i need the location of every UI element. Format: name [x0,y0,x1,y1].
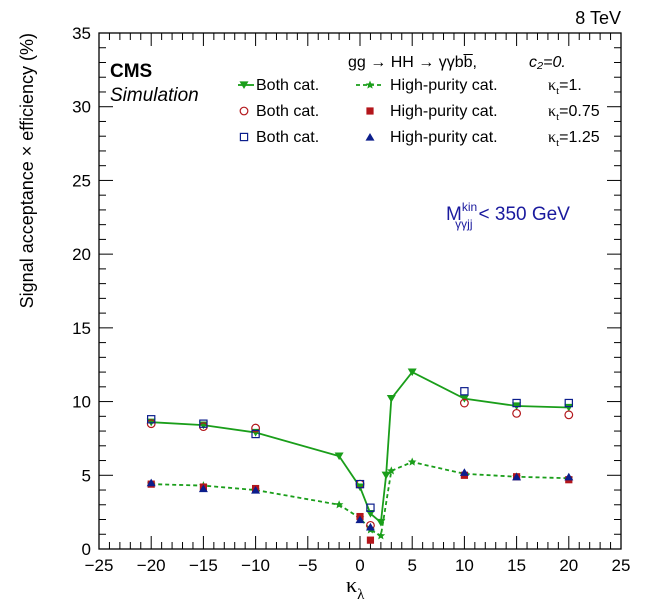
axis-ticks [98,32,622,550]
process-label: gg → HH → γγbb̅, [348,53,477,71]
data-point-4 [564,398,574,408]
data-point-2 [251,423,261,433]
data-point-4 [199,419,208,428]
data-point-3 [366,536,375,544]
energy-label: 8 TeV [575,8,621,28]
series-markers [146,368,574,544]
data-point-5 [365,522,375,531]
y-tick-label: 10 [72,393,91,412]
legend-label: High-purity cat. [390,77,498,94]
y-tick-label: 30 [72,98,91,117]
x-tick-label: 20 [559,556,578,575]
data-point-4 [512,398,521,408]
series-lines [151,370,569,538]
data-point-0 [386,395,396,403]
y-tick-label: 20 [72,245,91,264]
series-line-1 [151,461,569,538]
series-line-0 [151,370,569,525]
x-tick-label: 15 [507,556,526,575]
cut-label: Mkin γγjj < 350 GeV [446,200,570,231]
data-point-1 [334,500,344,509]
data-point-5 [564,472,574,481]
y-tick-label: 35 [72,24,91,43]
legend-kt-label: κt=1.25 [548,129,600,149]
y-axis-label: Signal acceptance × efficiency (%) [17,33,37,308]
data-point-0 [564,403,574,412]
y-tick-label: 15 [72,319,91,338]
legend-marker [239,132,249,142]
data-point-0 [365,510,375,518]
data-point-5 [146,478,156,487]
y-tick-label: 5 [82,466,91,485]
data-point-4 [251,429,260,439]
x-tick-label: −10 [241,556,270,575]
legend-marker [365,80,375,89]
data-point-0 [381,471,391,480]
data-point-4 [355,479,365,489]
legend: Both cat. High-purity cat. κt=1. Both cat. H… [238,77,600,149]
x-axis-label: κλ [346,572,365,603]
data-point-5 [512,472,522,481]
data-point-4 [147,415,156,424]
legend-marker [239,81,249,90]
x-tick-label: 25 [612,556,631,575]
data-point-1 [376,531,386,540]
data-point-5 [251,485,261,494]
data-point-4 [460,387,469,396]
legend-label: High-purity cat. [390,103,498,120]
data-point-1 [387,466,396,475]
cut-label-sup: kin [462,200,477,214]
y-tick-label: 0 [82,540,91,559]
data-point-5 [355,515,365,524]
cut-label-main: M [446,204,462,225]
data-point-2 [146,419,156,429]
legend-label: Both cat. [256,129,319,146]
x-tick-label: 10 [455,556,474,575]
data-point-2 [512,408,522,418]
legend-marker [365,132,375,141]
experiment-sublabel: Simulation [110,85,199,106]
y-tick-labels: 0 5 10 15 20 25 30 35 [72,24,91,559]
c2-label: c₂=0. [529,54,566,71]
x-tick-label: 0 [355,556,364,575]
legend-label: Both cat. [256,103,319,120]
x-tick-label: −25 [85,556,114,575]
x-tick-label: 5 [407,556,416,575]
data-point-5 [198,484,208,493]
cut-label-rest: < 350 GeV [479,204,571,225]
legend-marker [366,107,374,115]
x-tick-label: −15 [189,556,218,575]
data-point-0 [334,452,344,461]
legend-label: Both cat. [256,77,319,94]
y-tick-label: 25 [72,171,91,190]
legend-marker [239,106,249,116]
data-point-2 [459,398,469,408]
x-tick-label: −5 [298,556,317,575]
x-tick-label: −20 [137,556,166,575]
experiment-label: CMS [110,61,152,82]
data-point-5 [459,468,469,476]
legend-kt-label: κt=1. [548,77,582,97]
data-point-0 [407,368,417,377]
plot-frame [98,32,622,550]
cut-label-sub: γγjj [455,217,472,231]
x-tick-labels: −25 −20 −15 −10 −5 0 5 10 15 20 25 [85,556,631,575]
data-point-0 [376,518,386,527]
data-point-4 [366,503,375,512]
legend-label: High-purity cat. [390,129,498,146]
legend-kt-label: κt=0.75 [548,103,600,123]
data-point-1 [407,457,417,466]
data-point-2 [564,410,574,420]
